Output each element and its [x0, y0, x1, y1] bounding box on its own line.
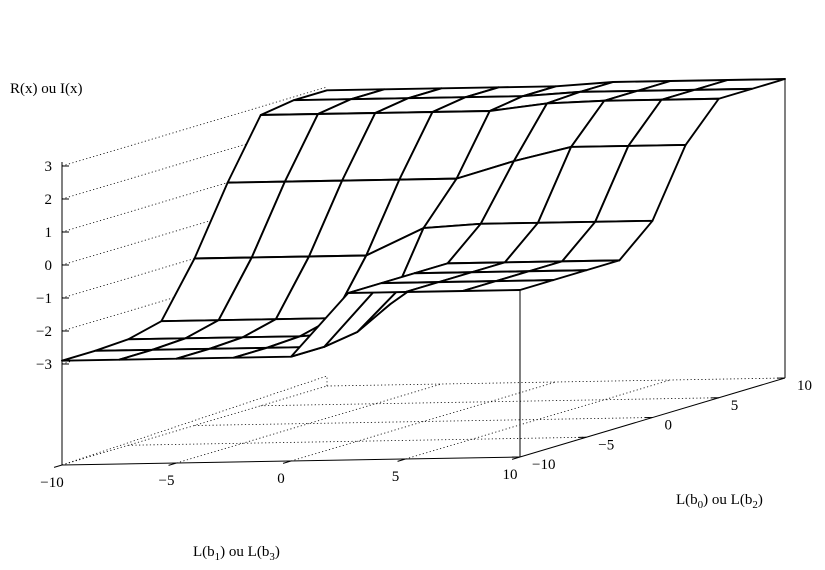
floor-gridline-x [405, 379, 671, 460]
y-tick-label: 5 [731, 398, 739, 414]
z-axis-label: R(x) ou I(x) [10, 81, 82, 97]
x-tick-label: 10 [503, 467, 518, 483]
floor-gridline-x [290, 381, 557, 462]
z-tick-label: 3 [45, 159, 53, 175]
y-tick-label: 10 [797, 378, 812, 394]
z-tick-label: −3 [36, 357, 52, 373]
y-axis-label: L(b0) ou L(b2) [676, 492, 763, 511]
surface-cell [461, 279, 555, 292]
x-tick-label: −10 [40, 475, 63, 491]
z-tick-label: −1 [36, 291, 52, 307]
x-tick [282, 460, 292, 464]
axes-frame [61, 79, 786, 466]
floor-gridline-y [194, 417, 653, 426]
y-tick-label: −10 [532, 457, 555, 473]
x-tick [168, 462, 177, 466]
x-tick [397, 458, 406, 462]
floor-gridline-y [128, 436, 587, 446]
y-tick-label: −5 [598, 437, 614, 453]
floor-back-edge [326, 377, 786, 387]
x-tick-label: 5 [392, 469, 400, 485]
floor-gridline-x [176, 383, 442, 464]
x-tick [53, 464, 63, 468]
floor-gridline-y [260, 397, 719, 407]
wall-diagonal [61, 375, 328, 466]
z-tick-label: 0 [45, 258, 53, 274]
surface-mesh [61, 78, 786, 362]
z-tick-label: 2 [45, 192, 53, 208]
x-tick-label: 0 [277, 471, 285, 487]
z-tick-label: −2 [36, 324, 52, 340]
y-tick-label: 0 [665, 418, 673, 434]
wall-level-line [61, 86, 328, 167]
x-axis-label: L(b1) ou L(b3) [193, 544, 280, 563]
z-tick-label: 1 [45, 225, 53, 241]
floor-back-edge [61, 385, 328, 466]
x-tick-label: −5 [159, 473, 175, 489]
